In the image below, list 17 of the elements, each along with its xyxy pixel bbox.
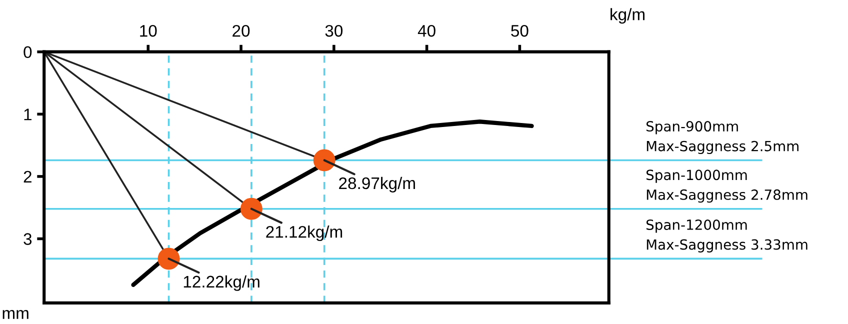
annotation: 21.12kg/m bbox=[266, 226, 342, 242]
ref-line-label: Span-900mm Max-Saggness 2.5mm bbox=[646, 121, 798, 154]
ref-line-label: Span-1200mm Max-Saggness 3.33mm bbox=[646, 220, 808, 252]
y-tick-label: 0 bbox=[24, 46, 32, 58]
y-tick-label: 2 bbox=[24, 170, 32, 182]
x-axis-title: kg/m bbox=[610, 8, 644, 24]
annotation: 12.22kg/m bbox=[184, 275, 260, 291]
y-axis-title: mm bbox=[2, 310, 28, 319]
x-tick-label: 40 bbox=[418, 24, 436, 37]
annotation: 28.97kg/m bbox=[339, 176, 415, 192]
y-tick-label: 1 bbox=[24, 108, 32, 120]
ref-line-label: Span-1000mm Max-Saggness 2.78mm bbox=[646, 170, 808, 203]
x-tick-label: 10 bbox=[140, 24, 157, 37]
x-tick-label: 50 bbox=[511, 24, 528, 37]
x-tick-label: 30 bbox=[325, 24, 343, 37]
y-tick-label: 3 bbox=[24, 233, 32, 245]
x-tick-label: 20 bbox=[232, 24, 250, 37]
